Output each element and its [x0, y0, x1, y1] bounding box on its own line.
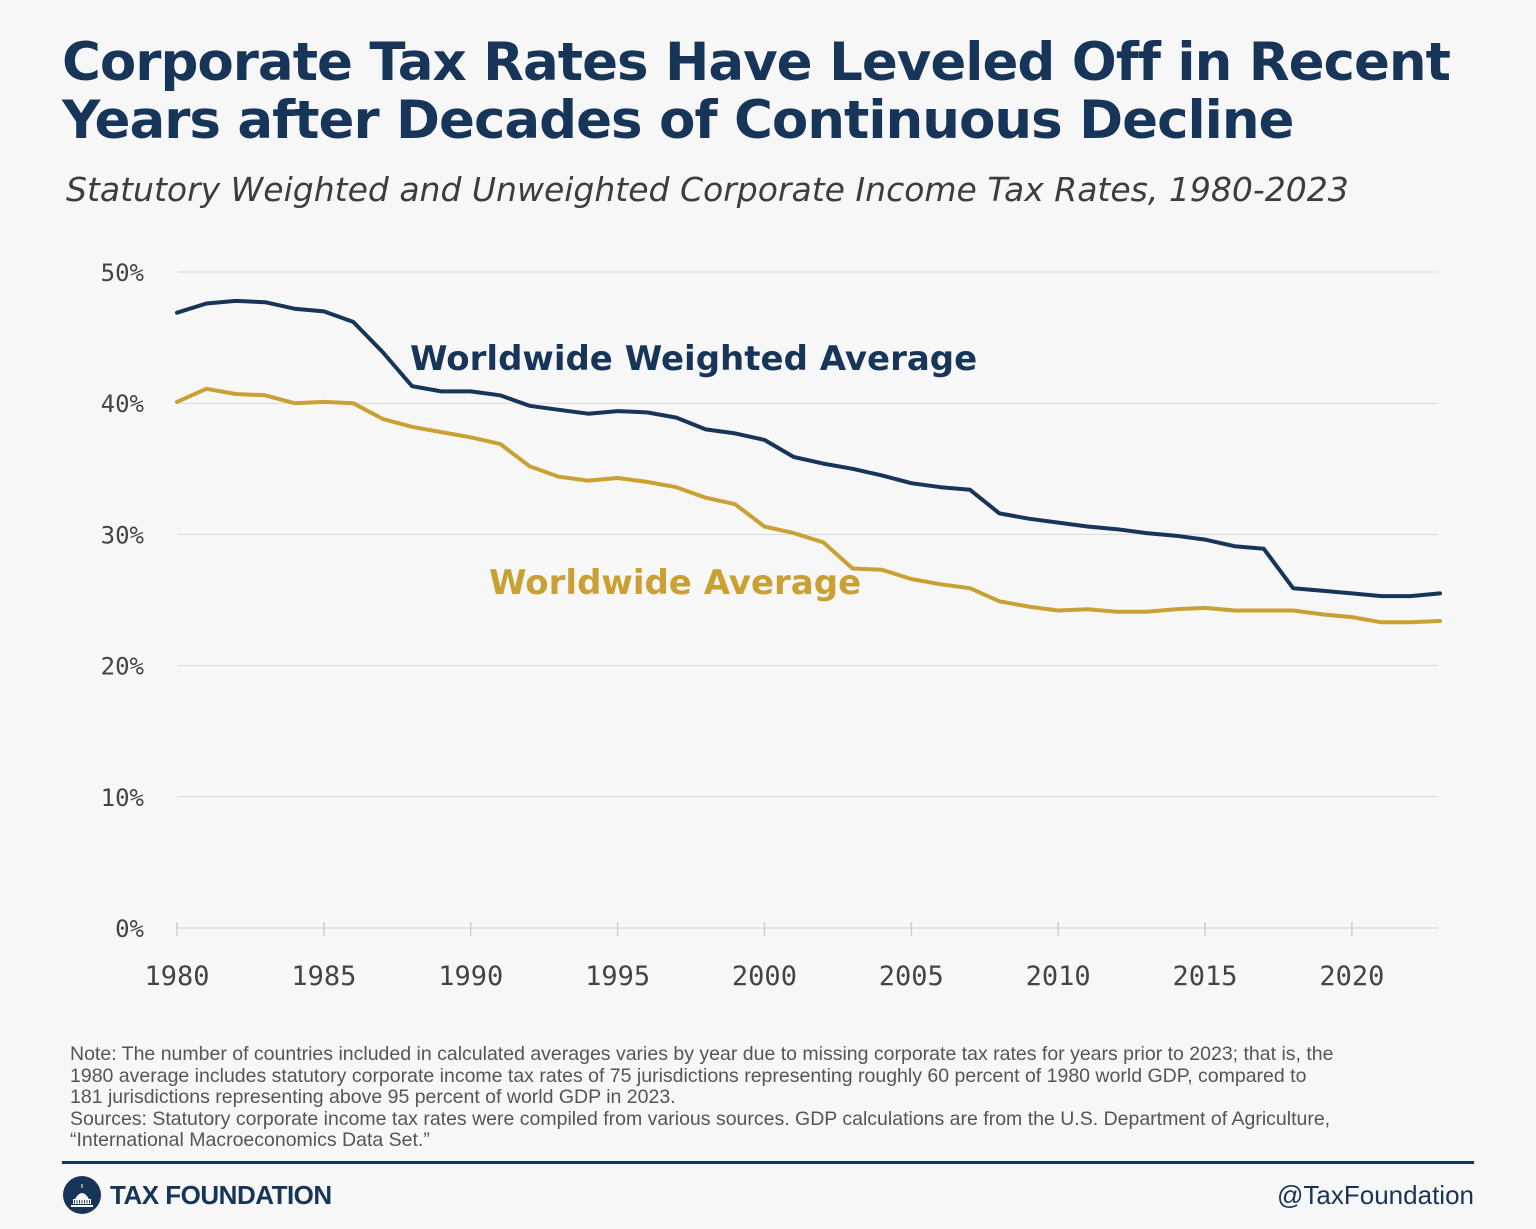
sources-line-2: “International Macroeconomics Data Set.” — [70, 1129, 430, 1151]
x-tick-label-2005: 2005 — [879, 961, 944, 992]
x-tick-label-2020: 2020 — [1319, 961, 1384, 992]
y-tick-label-20: 20% — [101, 653, 145, 681]
x-tick-label-2015: 2015 — [1173, 961, 1238, 992]
footnote: Note: The number of countries included i… — [70, 1043, 1480, 1152]
x-axis: 1980 1985 1990 1995 2000 2005 2010 2015 2020 — [144, 922, 1384, 992]
x-tick-label-1995: 1995 — [585, 961, 650, 992]
note-line-3: 181 jurisdictions representing above 95 … — [70, 1086, 676, 1108]
y-tick-label-50: 50% — [101, 259, 145, 287]
y-tick-label-10: 10% — [101, 784, 145, 812]
x-tick-label-2010: 2010 — [1026, 961, 1091, 992]
capitol-dome-icon — [63, 1176, 101, 1214]
y-tick-label-30: 30% — [101, 521, 145, 549]
x-tick-label-1980: 1980 — [144, 961, 209, 992]
y-tick-label-40: 40% — [101, 390, 145, 418]
series-line-weighted-average — [175, 298, 1442, 599]
tax-foundation-logo: TAX FOUNDATION — [62, 1174, 332, 1216]
x-tick-label-1990: 1990 — [438, 961, 503, 992]
sources-line-1: Sources: Statutory corporate income tax … — [70, 1107, 1331, 1130]
series-label-weighted-average: Worldwide Weighted Average — [410, 339, 977, 379]
x-tick-label-2000: 2000 — [732, 961, 797, 992]
chart-title-line-1: Corporate Tax Rates Have Leveled Off in … — [62, 32, 1451, 93]
chart-title-line-2: Years after Decades of Continuous Declin… — [62, 90, 1295, 151]
logo-text: TAX FOUNDATION — [110, 1179, 332, 1210]
chart-title: Corporate Tax Rates Have Leveled Off in … — [62, 34, 1482, 150]
note-line-1: Note: The number of countries included i… — [70, 1043, 1334, 1065]
series-line-worldwide-average — [175, 386, 1442, 625]
x-tick-label-1985: 1985 — [291, 961, 356, 992]
series-lines — [175, 298, 1442, 625]
chart-subtitle: Statutory Weighted and Unweighted Corpor… — [66, 170, 1349, 209]
line-chart: 0% 10% 20% 30% 40% 50% 1980 1985 1990 1995 2000 20… — [101, 259, 1442, 992]
y-axis-tick-labels: 0% 10% 20% 30% 40% 50% — [101, 259, 145, 943]
social-handle[interactable]: @TaxFoundation — [1277, 1180, 1474, 1210]
grid-lines — [177, 271, 1438, 929]
series-label-worldwide-average: Worldwide Average — [489, 563, 861, 603]
footer-divider — [62, 1161, 1474, 1164]
y-tick-label-0: 0% — [115, 915, 144, 943]
note-line-2: 1980 average includes statutory corporat… — [70, 1064, 1307, 1087]
